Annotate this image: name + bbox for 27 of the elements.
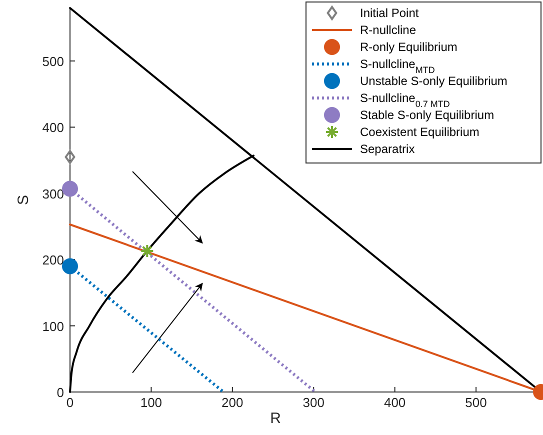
point [140, 244, 154, 258]
x-tick-label: 500 [465, 395, 487, 410]
x-tick-label: 100 [140, 395, 162, 410]
legend-label: R-only Equilibrium [360, 40, 458, 54]
point [62, 258, 78, 274]
legend-label: Coexistent Equilibrium [360, 125, 480, 139]
point [64, 150, 76, 164]
legend-label: S-nullcline$_{MTD}$ [360, 57, 436, 75]
x-tick-label: 400 [384, 395, 406, 410]
y-tick-label: 300 [42, 186, 64, 202]
y-tick-label: 400 [42, 120, 64, 136]
x-tick-label: 0 [66, 395, 74, 410]
point [62, 180, 78, 197]
legend-label: Stable S-only Equilibrium [360, 108, 494, 122]
legend-label: S-nullcline$_{0.7 MTD}$ [360, 91, 450, 109]
legend-label: Unstable S-only Equilibrium [360, 74, 508, 88]
legend-label: Initial Point [360, 6, 420, 20]
x-tick-label: 300 [302, 395, 324, 410]
y-axis-title: S [15, 194, 32, 206]
y-tick-label: 500 [42, 54, 64, 69]
x-tick-label: 200 [222, 395, 244, 410]
legend-label: R-nullcline [360, 23, 416, 37]
y-tick-label: 100 [42, 318, 64, 334]
y-tick-label: 200 [42, 252, 64, 268]
legend-label: Separatrix [360, 142, 415, 156]
y-tick-label: 0 [56, 385, 64, 400]
x-axis-title: R [270, 410, 282, 427]
